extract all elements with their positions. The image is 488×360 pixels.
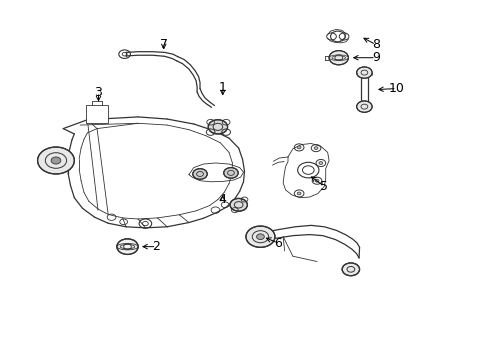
Circle shape xyxy=(117,239,138,255)
Circle shape xyxy=(223,168,238,178)
Circle shape xyxy=(356,101,371,112)
Text: 6: 6 xyxy=(274,237,282,249)
Text: 2: 2 xyxy=(152,240,160,253)
Text: 8: 8 xyxy=(371,38,379,51)
Circle shape xyxy=(314,179,318,182)
Circle shape xyxy=(297,192,301,195)
Text: 10: 10 xyxy=(388,82,404,95)
Circle shape xyxy=(245,226,274,247)
Circle shape xyxy=(356,67,371,78)
Circle shape xyxy=(318,162,322,165)
Text: 3: 3 xyxy=(94,86,102,99)
Text: 1: 1 xyxy=(218,81,226,94)
Circle shape xyxy=(208,120,227,134)
Circle shape xyxy=(297,146,301,149)
Circle shape xyxy=(51,157,61,164)
Text: 7: 7 xyxy=(160,38,167,51)
Circle shape xyxy=(328,51,348,65)
Bar xyxy=(86,105,107,123)
Circle shape xyxy=(256,234,264,239)
Circle shape xyxy=(229,198,247,211)
Circle shape xyxy=(342,263,359,276)
Text: 9: 9 xyxy=(371,51,379,64)
Circle shape xyxy=(192,168,207,179)
Circle shape xyxy=(38,147,74,174)
Circle shape xyxy=(313,147,317,149)
Text: 5: 5 xyxy=(320,180,327,193)
Text: 4: 4 xyxy=(218,193,226,206)
